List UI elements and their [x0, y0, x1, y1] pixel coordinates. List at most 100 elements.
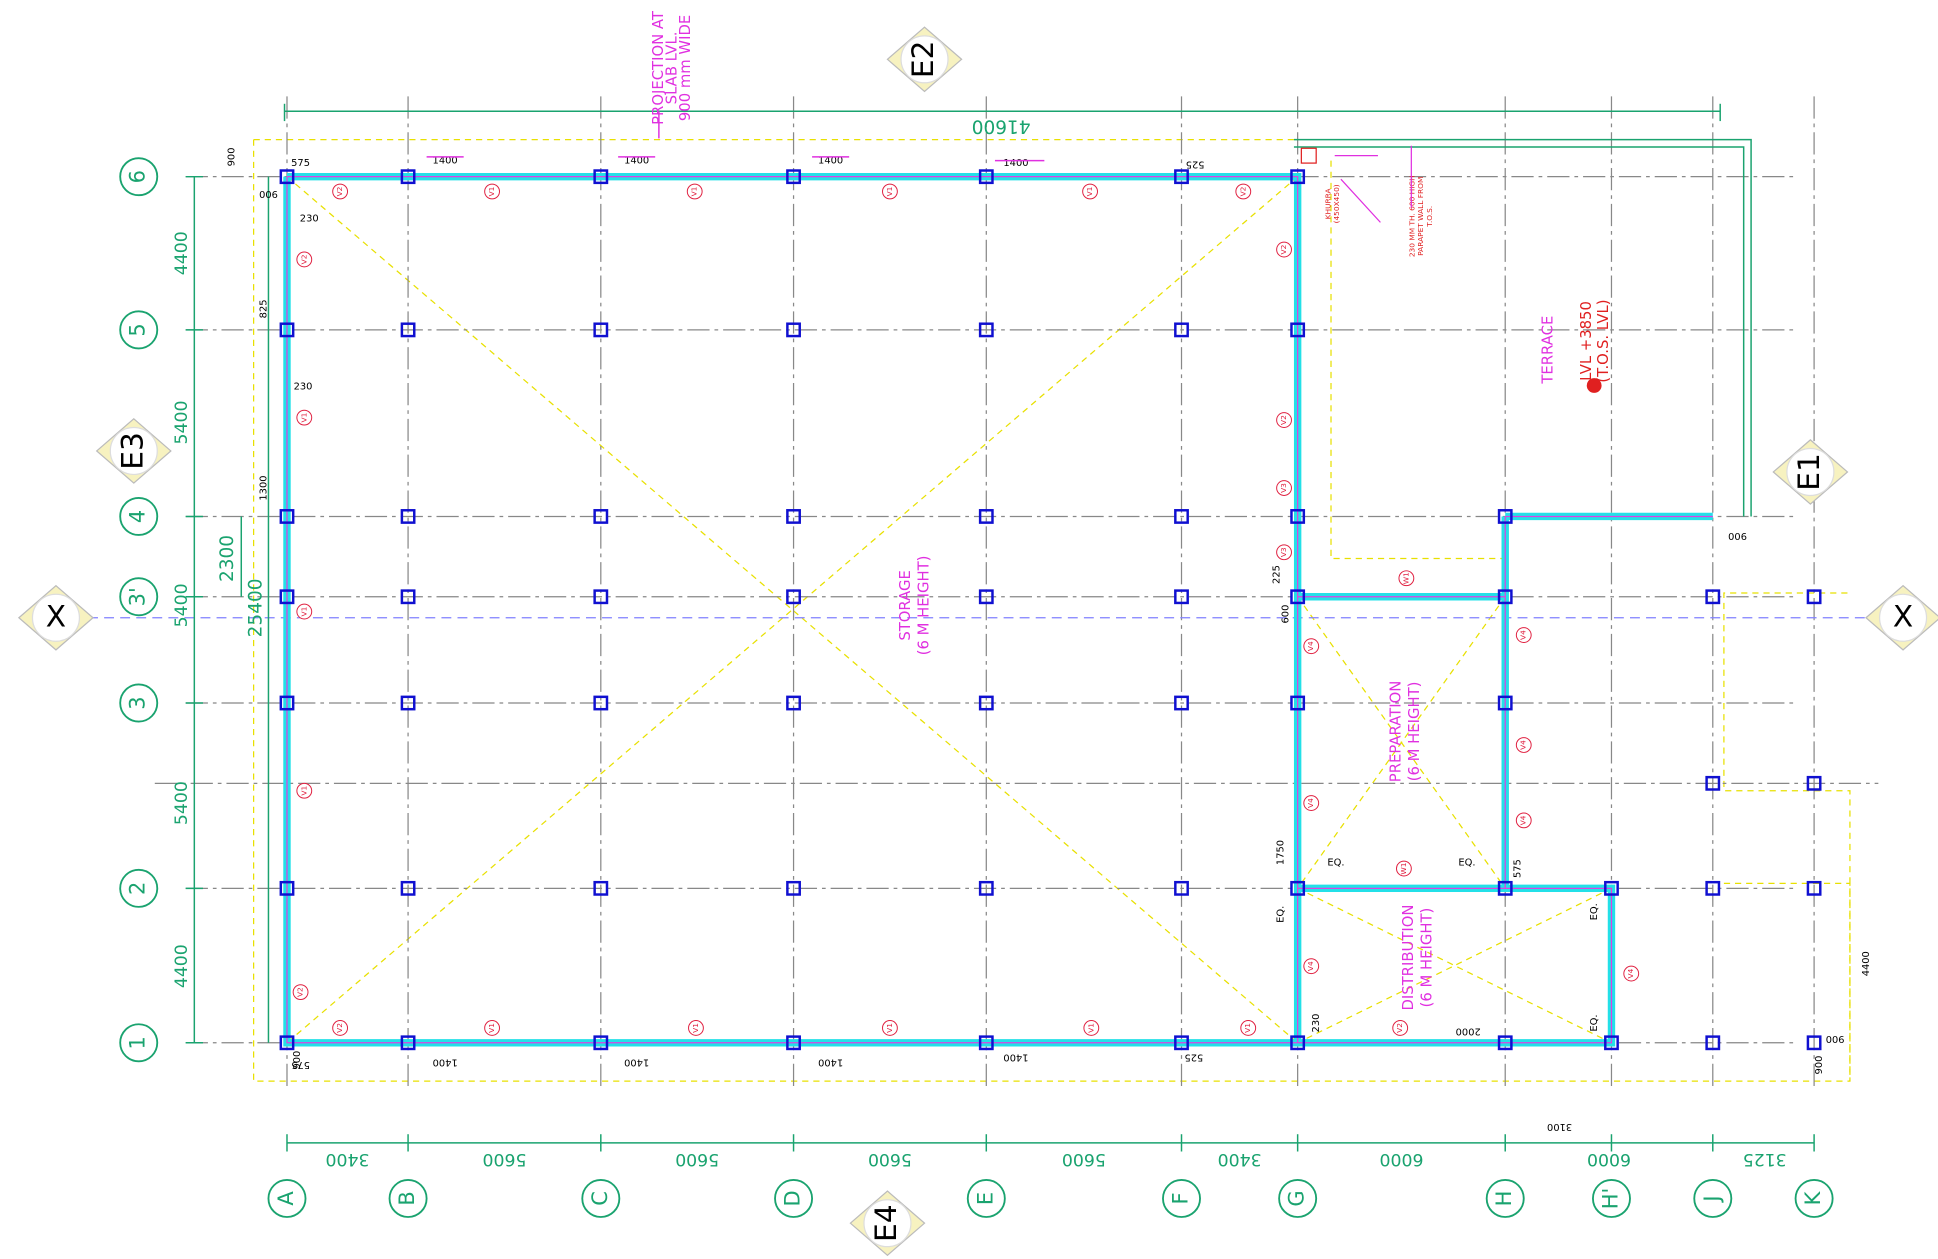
grid-label: B [395, 1191, 419, 1205]
elevation-label: X [46, 598, 66, 633]
grid-bubble [119, 1023, 159, 1063]
wall-tag-text: W1 [1401, 572, 1410, 584]
wall-tag [882, 1020, 898, 1036]
wall-tag-text: V4 [1519, 740, 1528, 750]
dimension-text: 25400 [246, 578, 267, 637]
wall-tag [686, 183, 703, 200]
leader [1334, 145, 1412, 223]
grid-label: 5 [126, 323, 150, 336]
column [593, 509, 609, 524]
column [978, 1035, 994, 1051]
dimension-text: EQ. [1458, 857, 1475, 868]
dimension-text: 575 [1513, 859, 1524, 878]
column [786, 1035, 801, 1051]
wall-tag [292, 984, 309, 1001]
grid-label: 4 [126, 510, 150, 523]
note: (450X450) [1332, 184, 1341, 223]
column [1604, 880, 1619, 896]
column [279, 880, 295, 896]
wall-tag-text: V2 [335, 1023, 344, 1033]
column [279, 509, 295, 524]
dimension-text: 1750 [1275, 840, 1286, 865]
dimension-text: 3125 [1743, 1149, 1787, 1169]
column [1290, 322, 1306, 338]
dimension-text: 4400 [1861, 951, 1872, 976]
dimension-text: 1400 [818, 156, 843, 167]
grid-label: G [1285, 1190, 1309, 1206]
diagonal [1297, 596, 1506, 889]
column [1497, 880, 1513, 896]
wall-tag [1395, 860, 1412, 877]
grid-label: 3 [126, 696, 150, 709]
wall-tag-text: V2 [1279, 245, 1288, 255]
elevation-label: E1 [1791, 453, 1826, 491]
grid-label: 3' [126, 587, 150, 606]
projection [1723, 882, 1851, 1082]
note: PROJECTION AT [650, 10, 667, 125]
dimension-text: 900 [292, 1051, 303, 1070]
wall-tag-text: V2 [296, 987, 305, 997]
dimension-text: 825 [259, 299, 270, 318]
wall-tag-text: V1 [691, 1023, 700, 1033]
wall-tag-text: W1 [1399, 862, 1408, 874]
column [786, 509, 801, 524]
wall-tag [296, 409, 313, 426]
grid-label: H [1492, 1191, 1516, 1207]
wall-tag-text: V1 [690, 186, 699, 196]
column [978, 169, 994, 185]
elevation-bubble [1786, 447, 1835, 497]
wall-tag [1276, 544, 1292, 561]
dimension-text: 1300 [259, 475, 270, 500]
grid-label: H' [1598, 1188, 1622, 1210]
dimension-text: 900 [1814, 1056, 1825, 1075]
column [1290, 169, 1306, 185]
column [400, 695, 416, 711]
room-name: STORAGE [897, 570, 914, 641]
wall-tag-text: V2 [1279, 415, 1288, 425]
column [400, 169, 416, 185]
column [1705, 880, 1721, 896]
grid-bubble [774, 1178, 814, 1218]
wall-tag-text: V4 [1519, 815, 1528, 825]
column [279, 589, 295, 605]
room-name: PREPARATION [1387, 681, 1404, 783]
column [1806, 775, 1822, 791]
dimension-text: 525 [1186, 158, 1205, 169]
wall-tag [1398, 570, 1415, 587]
column [786, 169, 801, 185]
grid-bubble [388, 1178, 428, 1218]
grid-label: 1 [126, 1036, 150, 1049]
column [1497, 695, 1513, 711]
grid-bubble [119, 868, 159, 908]
dimension-text: EQ. [1327, 857, 1344, 868]
grid-bubble [119, 683, 159, 723]
room-name: DISTRIBUTION [1400, 905, 1417, 1011]
dimension-text: EQ. [1275, 906, 1286, 923]
column [786, 322, 801, 338]
wall-tag [1083, 1020, 1100, 1036]
grid-bubble [1485, 1178, 1525, 1218]
level-symbol [1586, 378, 1602, 393]
dimension-text: 1400 [624, 156, 649, 167]
elevation-label: E2 [905, 41, 940, 79]
wall-tag-text: V1 [885, 1023, 894, 1033]
note: SLAB LVL. [663, 32, 680, 105]
wall-tag-text: V1 [1086, 1023, 1095, 1033]
column [1174, 880, 1189, 896]
grid-label: 6 [126, 170, 150, 183]
elevation-label: X [1893, 598, 1913, 633]
elevation-bubble [900, 35, 949, 84]
dimension-text: 900 [226, 147, 237, 166]
wall-tag-text: V1 [299, 606, 308, 616]
wall-tag-text: V4 [1306, 798, 1315, 808]
dimension-text: 600 [1280, 605, 1291, 624]
dimension-text: 5600 [482, 1149, 526, 1169]
elevation-bubble [31, 593, 81, 642]
dimension-text: 1400 [1003, 1052, 1028, 1063]
wall-tag [296, 603, 313, 620]
note: T.O.S. [1425, 206, 1434, 228]
wall-tag [688, 1020, 704, 1036]
column [1497, 509, 1513, 524]
wall-tag-text: V3 [1279, 483, 1288, 493]
